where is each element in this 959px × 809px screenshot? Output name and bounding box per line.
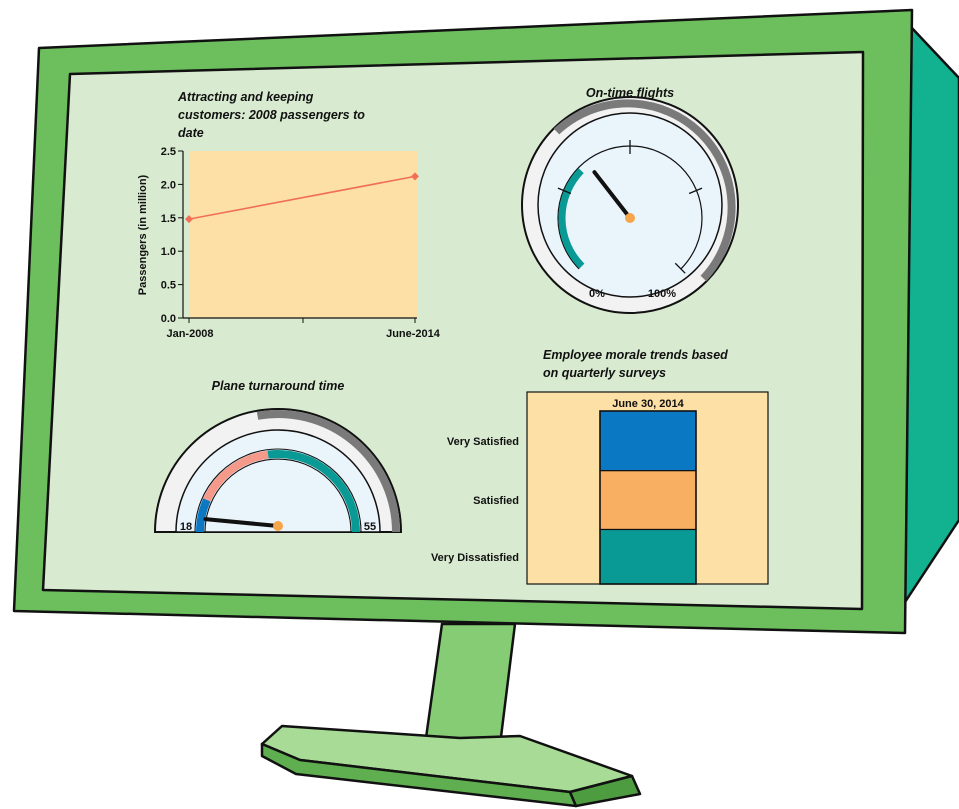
- passengers-line: [188, 175, 416, 220]
- on-time-gauge: On-time flights 0% 100%: [521, 86, 739, 314]
- morale-title-line-1: Employee morale trends based: [543, 348, 728, 362]
- on-time-gauge-ticks: [557, 140, 703, 274]
- line-chart-title-line-3: date: [178, 126, 204, 140]
- morale-stacked-chart: Employee morale trends based on quarterl…: [431, 348, 769, 585]
- turnaround-gauge: Plane turnaround time 18 55: [153, 379, 403, 533]
- morale-segment: [599, 528, 697, 585]
- passengers-line-chart: Attracting and keeping customers: 2008 p…: [137, 90, 441, 340]
- turnaround-gauge-rim: [256, 410, 400, 533]
- on-time-gauge-title: On-time flights: [586, 86, 674, 100]
- morale-category-label: Very Satisfied: [447, 436, 519, 448]
- y-tick-label: 0.5: [161, 280, 176, 292]
- data-point: [185, 215, 193, 224]
- monitor-body: [12, 8, 959, 635]
- data-point: [411, 172, 419, 181]
- on-time-gauge-rim: [553, 99, 736, 282]
- morale-category-labels: Very Satisfied Satisfied Very Dissatisfi…: [431, 436, 519, 564]
- morale-category-label: Very Dissatisfied: [431, 552, 519, 564]
- gauge-band: [267, 450, 360, 533]
- y-tick-label: 2.0: [161, 179, 176, 191]
- on-time-gauge-needle: [592, 170, 632, 220]
- monitor-stand: [260, 622, 642, 808]
- stand-neck: [423, 622, 517, 747]
- gauge-band: [203, 450, 269, 502]
- x-tick-label: Jan-2008: [166, 328, 213, 340]
- on-time-gauge-inner-face: [537, 112, 723, 298]
- morale-segment: [599, 410, 697, 472]
- line-chart-title-line-2: customers: 2008 passengers to: [178, 108, 365, 122]
- line-chart-series: [185, 172, 419, 224]
- y-tick-label: 0.0: [161, 313, 176, 325]
- line-chart-plot-area: [189, 151, 417, 318]
- gauge-band-outline: [194, 448, 362, 533]
- on-time-gauge-min-label: 0%: [589, 288, 605, 300]
- morale-category-label: Satisfied: [473, 495, 519, 507]
- turnaround-gauge-inner-face: [175, 429, 381, 533]
- gauge-band-outline: [204, 458, 352, 533]
- morale-column-label: June 30, 2014: [612, 398, 684, 410]
- y-tick-label: 1.5: [161, 213, 176, 225]
- monitor-side-panel: [903, 24, 959, 604]
- turnaround-gauge-hub: [273, 521, 283, 531]
- line-chart-x-ticks: Jan-2008 June-2014: [166, 318, 441, 340]
- gauge-tick: [674, 262, 686, 274]
- turnaround-gauge-title: Plane turnaround time: [212, 379, 345, 393]
- morale-chart-title: Employee morale trends based on quarterl…: [543, 348, 731, 380]
- morale-segments: [599, 410, 697, 585]
- line-chart-title-line-1: Attracting and keeping: [177, 90, 314, 104]
- x-tick-label: June-2014: [386, 328, 441, 340]
- line-chart-y-ticks: 0.0 0.5 1.0 1.5 2.0 2.5: [161, 146, 183, 325]
- stand-base-right: [568, 774, 642, 808]
- y-tick-label: 2.5: [161, 146, 176, 158]
- line-chart-y-axis-label: Passengers (in million): [137, 174, 149, 295]
- turnaround-gauge-max-label: 55: [364, 521, 376, 533]
- turnaround-gauge-min-label: 18: [180, 521, 192, 533]
- on-time-gauge-fill: [558, 168, 585, 269]
- y-tick-label: 1.0: [161, 246, 176, 258]
- gauge-tick: [557, 187, 572, 195]
- on-time-gauge-max-label: 100%: [648, 288, 676, 300]
- turnaround-gauge-needle: [203, 517, 280, 528]
- gauge-tick: [688, 187, 703, 195]
- turnaround-gauge-bands: [194, 448, 362, 533]
- on-time-gauge-hub: [625, 213, 635, 223]
- gauge-band: [195, 498, 211, 533]
- line-chart-title: Attracting and keeping customers: 2008 p…: [177, 90, 368, 140]
- morale-segment: [599, 470, 697, 531]
- morale-bar-outline: [599, 410, 697, 585]
- morale-title-line-2: on quarterly surveys: [543, 366, 666, 380]
